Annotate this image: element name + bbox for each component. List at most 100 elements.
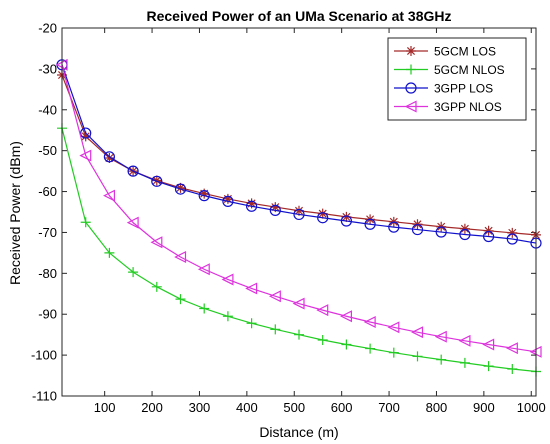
circle-marker xyxy=(269,204,281,216)
triangle-marker xyxy=(363,316,376,328)
x-axis-label: Distance (m) xyxy=(259,424,338,440)
plus-marker xyxy=(412,351,423,362)
circle-marker xyxy=(435,226,447,238)
y-tick-label: -30 xyxy=(38,61,57,76)
y-tick-label: -40 xyxy=(38,102,57,117)
legend-label: 5GCM NLOS xyxy=(434,63,505,77)
triangle-marker xyxy=(174,251,187,263)
triangle-marker xyxy=(126,216,139,229)
circle-marker xyxy=(222,195,234,207)
series-layer xyxy=(55,58,542,377)
circle-marker xyxy=(80,127,92,139)
x-tick-label: 500 xyxy=(283,400,305,415)
legend: 5GCM LOS 5GCM NLOS 3GPP LOS 3GPP NLOS xyxy=(387,37,527,121)
triangle-marker xyxy=(482,338,495,351)
plus-marker xyxy=(294,329,304,340)
x-tick-label: 700 xyxy=(378,400,400,415)
circle-marker xyxy=(103,151,116,163)
plus-marker xyxy=(341,339,352,350)
plus-marker xyxy=(199,303,210,314)
y-tick-label: -110 xyxy=(32,389,57,404)
circle-marker xyxy=(483,230,495,243)
x-tick-label: 1000 xyxy=(517,400,546,415)
triangle-marker xyxy=(197,263,210,276)
legend-item: 3GPP LOS xyxy=(394,82,493,96)
plus-marker xyxy=(406,64,416,75)
circle-marker xyxy=(405,82,417,94)
circle-marker xyxy=(293,208,305,221)
asterisk-marker xyxy=(175,182,186,193)
plus-marker xyxy=(175,294,186,305)
x-tick-label: 600 xyxy=(331,400,353,415)
asterisk-marker xyxy=(104,153,115,164)
plus-marker xyxy=(483,361,494,372)
y-axis-label: Received Power (dBm) xyxy=(7,141,23,285)
y-tick-label: -90 xyxy=(38,307,57,322)
plus-marker xyxy=(128,267,139,278)
triangle-marker xyxy=(505,342,518,355)
legend-item: 5GCM LOS xyxy=(394,45,496,59)
legend-item: 5GCM NLOS xyxy=(394,63,505,77)
y-tick-label: -60 xyxy=(38,184,57,199)
plus-marker xyxy=(246,318,257,329)
legend-item: 3GPP NLOS xyxy=(394,100,502,114)
series-line xyxy=(61,64,537,244)
plus-marker xyxy=(365,343,376,354)
asterisk-marker xyxy=(507,227,518,238)
y-tick-label: -100 xyxy=(31,348,57,363)
triangle-marker xyxy=(292,297,305,310)
plus-marker xyxy=(459,357,470,368)
circle-marker xyxy=(246,200,258,212)
asterisk-marker xyxy=(406,46,416,56)
triangle-marker xyxy=(340,310,352,323)
x-tick-label: 300 xyxy=(189,400,211,415)
triangle-marker xyxy=(79,149,92,162)
circle-marker xyxy=(411,223,424,236)
triangle-marker xyxy=(150,236,163,249)
plus-marker xyxy=(151,281,162,292)
triangle-marker xyxy=(268,290,281,303)
y-tick-label: -70 xyxy=(38,225,57,240)
plus-marker xyxy=(80,217,91,228)
circle-marker xyxy=(388,221,400,233)
asterisk-marker xyxy=(270,202,281,213)
plus-marker xyxy=(507,364,518,375)
plus-marker xyxy=(317,334,328,345)
asterisk-marker xyxy=(483,225,494,236)
plot-frame xyxy=(61,27,537,397)
triangle-marker xyxy=(434,330,447,343)
axis-ticks: 100 200 300 400 500 600 700 800 900 1000 -110 -100 -… xyxy=(31,21,546,416)
triangle-marker xyxy=(103,189,115,202)
x-tick-label: 400 xyxy=(236,400,258,415)
plus-marker xyxy=(388,347,399,358)
plus-marker xyxy=(270,324,281,335)
x-tick-label: 200 xyxy=(141,400,163,415)
asterisk-marker xyxy=(341,211,352,222)
triangle-marker xyxy=(404,100,417,113)
x-tick-label: 800 xyxy=(426,400,448,415)
asterisk-marker xyxy=(222,193,233,204)
triangle-marker xyxy=(316,304,329,317)
asterisk-marker xyxy=(246,198,257,209)
circle-marker xyxy=(317,212,329,224)
asterisk-marker xyxy=(80,131,91,142)
legend-label: 5GCM LOS xyxy=(434,45,496,59)
plus-marker xyxy=(104,247,115,258)
legend-label: 3GPP NLOS xyxy=(434,100,502,114)
series-5gcm-nlos xyxy=(57,123,541,377)
plus-marker xyxy=(222,311,233,322)
asterisk-marker xyxy=(199,188,210,199)
chart-title: Received Power of an UMa Scenario at 38G… xyxy=(147,8,452,24)
circle-marker xyxy=(340,215,352,227)
triangle-marker xyxy=(245,282,258,295)
x-tick-label: 900 xyxy=(473,400,495,415)
circle-marker xyxy=(364,218,376,230)
y-tick-label: -80 xyxy=(38,266,57,281)
triangle-marker xyxy=(387,321,400,334)
y-tick-label: -50 xyxy=(38,143,57,158)
asterisk-marker xyxy=(317,208,328,219)
circle-marker xyxy=(151,175,163,187)
triangle-marker xyxy=(221,273,234,286)
legend-label: 3GPP LOS xyxy=(434,82,493,96)
